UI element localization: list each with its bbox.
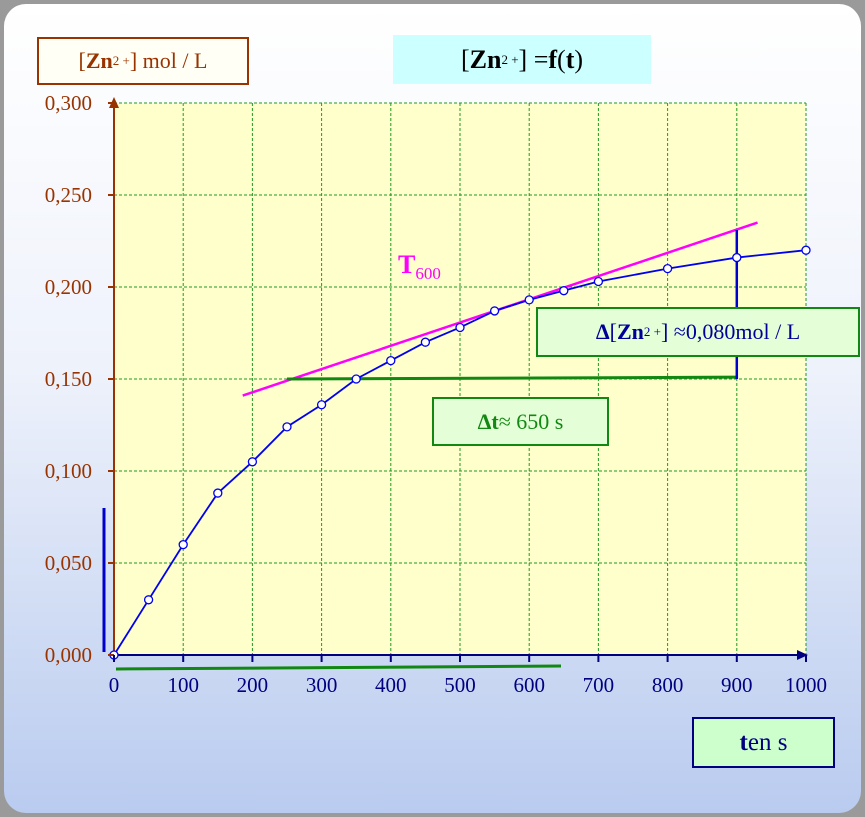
x-tick-label: 100 [167,673,199,697]
title-part: t [565,44,575,74]
data-point [489,306,500,316]
panel: T600 0,000 0,050 0,100 0,150 0,200 0,250 0,300… [4,4,861,813]
label-part: ≈ 650 s [498,408,564,434]
x-tick-label: 600 [513,673,545,697]
title-part: 2 + [501,51,519,67]
label-part: Δt [477,408,499,434]
label-part: Zn [85,48,113,73]
title-part: f [548,44,558,74]
title-part: [ [460,44,470,74]
title-part: ] = [518,44,549,74]
x-tick-label: 800 [652,673,684,697]
data-point [178,539,188,550]
label-part: Δ [595,319,610,344]
x-tick-label: 700 [583,673,615,697]
data-point [662,263,673,274]
data-point [524,295,534,305]
delta-t-annotation: Δt ≈ 650 s [432,397,609,446]
tangent-label: T600 [398,250,441,283]
bottom-marker [115,664,562,671]
label-part: [ [78,48,86,73]
data-point [213,488,223,498]
data-point [732,252,742,263]
x-tick-label: 300 [306,673,338,697]
label-part: Zn [616,319,644,344]
y-tick-label: 0,100 [45,459,92,483]
data-point [282,422,292,432]
x-axis-arrow [797,650,808,660]
delta-c-annotation: Δ[ Zn 2 + ] ≈ 0,080 mol / L [536,307,860,357]
x-tick-label: 500 [444,673,476,697]
x-tick-label: 400 [375,673,407,697]
chart-title: [ Zn 2 + ] = f (t) [393,35,651,84]
data-point [593,276,604,287]
x-tick-label: 0 [109,673,120,697]
data-point [559,286,569,296]
y-tick-label: 0,000 [45,643,92,667]
label-part: 2 + [643,324,661,339]
data-point [386,355,396,366]
y-tick-label: 0,050 [45,551,92,575]
data-point [420,337,431,347]
data-point [801,245,811,255]
data-point [455,322,465,333]
x-tick-label: 200 [237,673,269,697]
y-tick-label: 0,200 [45,275,92,299]
x-axis-label: t en s [692,717,835,768]
delta-t-line [286,375,737,381]
label-part: 0,080 [685,319,736,344]
tangent-label-sub: 600 [415,264,441,283]
x-tick-label: 1000 [785,673,827,697]
y-tick-label: 0,300 [45,91,92,115]
chart: T600 0,0000,0500,1000,1500,2000,2500,300… [45,91,827,697]
y-tick-label: 0,150 [45,367,92,391]
label-part: mol / L [735,319,801,344]
label-part: ] ≈ [660,319,686,344]
x-tick-label: 900 [721,673,753,697]
label-part: t [739,728,748,756]
data-line [113,249,807,656]
data-point [247,457,258,467]
data-point [351,374,361,384]
data-point [316,400,327,410]
tangent-label-main: T [398,250,415,279]
label-part: 2 + [112,53,130,68]
label-part: ] mol / L [129,48,208,73]
y-axis-label: [ Zn 2 + ] mol / L [37,37,249,85]
title-part: Zn [469,44,502,74]
title-part: ) [574,44,584,74]
y-tick-label: 0,250 [45,183,92,207]
data-point [143,595,154,605]
label-part: [ [609,319,617,344]
title-part: ( [557,44,566,74]
label-part: en s [747,728,788,756]
